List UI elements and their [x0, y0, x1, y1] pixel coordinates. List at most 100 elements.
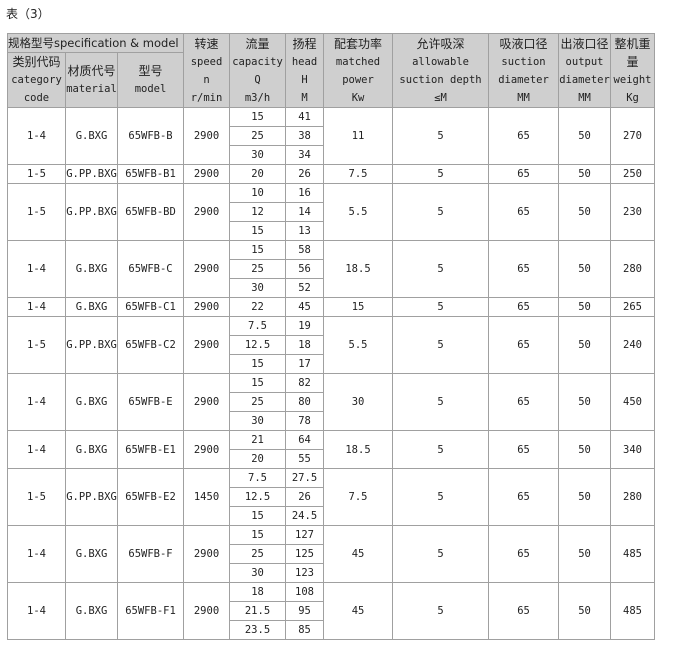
table-row: 23.5 85: [8, 620, 655, 640]
table-row: 25 56: [8, 259, 655, 279]
table-row: 1-5 G.PP.BXG 65WFB-B1 2900 20 26 7.5 5 65 50 250: [7, 164, 656, 184]
category-cell: 1-4: [7, 107, 66, 165]
table-row: 25 80: [8, 392, 655, 412]
header-suction-diameter-line: diameter: [498, 73, 549, 86]
power-cell: 30: [323, 373, 394, 431]
header-head-line: H: [301, 73, 308, 86]
header-weight-line: Kg: [626, 91, 639, 104]
head-cell: 58: [285, 240, 325, 260]
header-model: 型号 model: [116, 52, 185, 108]
output-diameter-cell: 50: [558, 373, 612, 431]
table-row: 30 52: [8, 278, 655, 298]
head-cell: 24.5: [285, 506, 325, 526]
model-cell: 65WFB-E1: [116, 430, 185, 469]
weight-cell: 230: [610, 183, 656, 241]
header-suction-diameter-line: MM: [517, 91, 530, 104]
power-cell: 5.5: [323, 183, 394, 241]
weight-cell: 450: [610, 373, 656, 431]
speed-cell: 2900: [183, 240, 231, 298]
capacity-cell: 23.5: [229, 620, 287, 640]
capacity-cell: 21: [229, 430, 287, 450]
power-cell: 18.5: [323, 430, 394, 469]
capacity-cell: 15: [229, 373, 287, 393]
header-output-diameter-line: output: [565, 55, 604, 68]
capacity-cell: 15: [229, 240, 287, 260]
header-speed-line: 转速: [194, 36, 219, 51]
model-cell: 65WFB-B: [116, 107, 185, 165]
model-cell: 65WFB-B1: [116, 164, 185, 184]
material-cell: G.PP.BXG: [65, 164, 118, 184]
output-diameter-cell: 50: [558, 183, 612, 241]
table-row: 25 38: [8, 126, 655, 146]
header-suction-diameter-line: 吸液口径: [499, 36, 548, 51]
power-cell: 18.5: [323, 240, 394, 298]
head-cell: 34: [285, 145, 325, 165]
capacity-cell: 7.5: [229, 316, 287, 336]
power-cell: 5.5: [323, 316, 394, 374]
header-capacity-line: m3/h: [244, 91, 271, 104]
material-cell: G.BXG: [65, 107, 118, 165]
suction-diameter-cell: 65: [488, 164, 560, 184]
header-category: 类别代码 category code: [7, 52, 66, 108]
suction-depth-cell: 5: [392, 373, 490, 431]
capacity-cell: 12: [229, 202, 287, 222]
header-suction-depth-line: 允许吸深: [416, 36, 465, 51]
head-cell: 17: [285, 354, 325, 374]
category-cell: 1-5: [7, 183, 66, 241]
category-cell: 1-4: [7, 430, 66, 469]
category-cell: 1-4: [7, 373, 66, 431]
category-cell: 1-4: [7, 240, 66, 298]
category-cell: 1-5: [7, 468, 66, 526]
capacity-cell: 25: [229, 544, 287, 564]
table-row: 1-4 G.BXG 65WFB-B 2900 15 41 11 5 65 50 270: [7, 107, 656, 165]
table-row: 1-4 G.BXG 65WFB-E1 2900 21 64 18.5 5 65 50 340: [7, 430, 656, 469]
header-suction-depth-line: allowable: [412, 55, 469, 68]
head-cell: 82: [285, 373, 325, 393]
table-row: 15 24.5: [8, 506, 655, 526]
capacity-cell: 15: [229, 107, 287, 127]
power-cell: 45: [323, 582, 394, 640]
weight-cell: 485: [610, 582, 656, 640]
pump-spec-table: 规格型号specification & model 转速 speed n r/min 流量…: [6, 33, 656, 640]
table-row: 21.5 95: [8, 601, 655, 621]
speed-cell: 2900: [183, 164, 231, 184]
head-cell: 13: [285, 221, 325, 241]
suction-diameter-cell: 65: [488, 525, 560, 583]
header-model-line: model: [134, 83, 167, 95]
head-cell: 123: [285, 563, 325, 583]
head-cell: 52: [285, 278, 325, 298]
header-weight-line: weight: [613, 73, 652, 86]
model-cell: 65WFB-C1: [116, 297, 185, 317]
suction-diameter-cell: 65: [488, 373, 560, 431]
table-row: 12.5 18: [8, 335, 655, 355]
head-cell: 14: [285, 202, 325, 222]
head-cell: 27.5: [285, 468, 325, 488]
head-cell: 85: [285, 620, 325, 640]
output-diameter-cell: 50: [558, 107, 612, 165]
table-row: 1-5 G.PP.BXG 65WFB-C2 2900 7.5 19 5.5 5 65 50 240: [7, 316, 656, 374]
header-speed: 转速 speed n r/min: [183, 33, 231, 108]
header-power-line: power: [342, 73, 374, 86]
capacity-cell: 15: [229, 221, 287, 241]
header-suction-diameter-line: suction: [501, 55, 546, 68]
head-cell: 56: [285, 259, 325, 279]
header-capacity-line: Q: [254, 73, 261, 86]
category-cell: 1-4: [7, 297, 66, 317]
header-material-line: material: [66, 83, 117, 95]
header-speed-line: speed: [190, 55, 223, 68]
weight-cell: 340: [610, 430, 656, 469]
material-cell: G.BXG: [65, 297, 118, 317]
header-weight: 整机重量 weight Kg: [610, 33, 656, 108]
header-material-line: 材质代号: [67, 64, 116, 78]
table-caption: 表（3）: [6, 7, 50, 21]
speed-cell: 2900: [183, 430, 231, 469]
model-cell: 65WFB-C2: [116, 316, 185, 374]
header-power-line: Kw: [351, 91, 365, 104]
output-diameter-cell: 50: [558, 297, 612, 317]
material-cell: G.BXG: [65, 373, 118, 431]
header-head-line: 扬程: [292, 36, 317, 51]
table-row: 1-4 G.BXG 65WFB-C 2900 15 58 18.5 5 65 50 280: [7, 240, 656, 298]
capacity-cell: 30: [229, 563, 287, 583]
material-cell: G.PP.BXG: [65, 468, 118, 526]
capacity-cell: 21.5: [229, 601, 287, 621]
